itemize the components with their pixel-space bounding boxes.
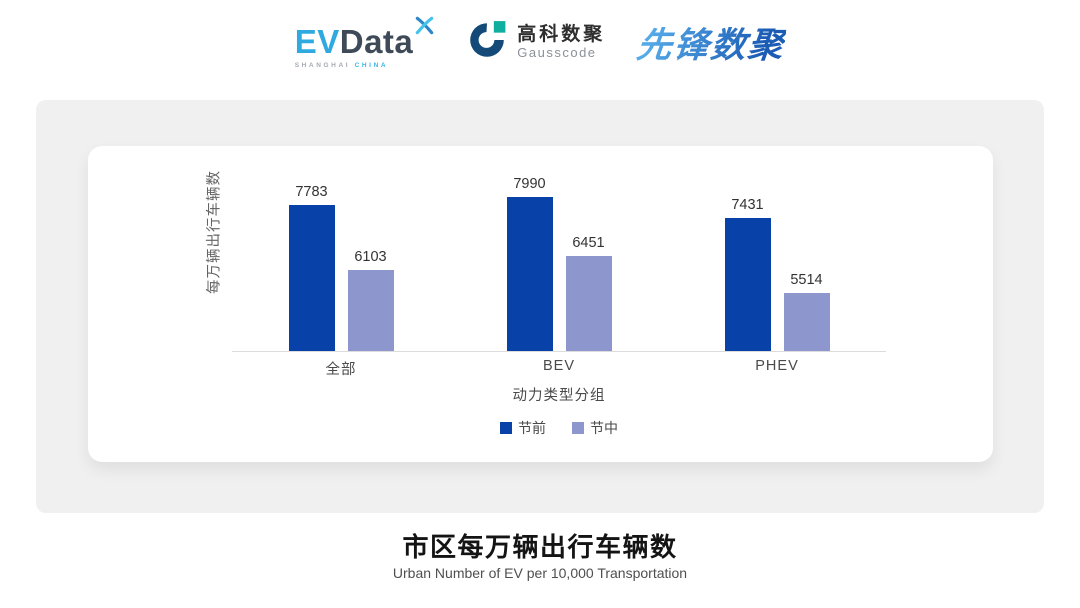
gausscode-cn-text: 高科数聚 bbox=[517, 24, 606, 46]
bar-value-label: 6103 bbox=[354, 249, 387, 265]
legend: 节前 节中 bbox=[232, 418, 886, 438]
evdata-china-text: CHINA bbox=[354, 62, 389, 69]
gausscode-logo: 高科数聚 Gausscode bbox=[466, 19, 605, 66]
bar-value-label: 7990 bbox=[513, 176, 546, 192]
legend-swatch bbox=[500, 422, 512, 434]
legend-swatch bbox=[572, 422, 584, 434]
gausscode-text: 高科数聚 Gausscode bbox=[517, 24, 605, 61]
plot-area: 7783 6103 全部 7990 6451 BEV 7431 5514 PHEV bbox=[232, 146, 886, 378]
bar-BEV-节前 bbox=[506, 197, 553, 351]
evdata-shanghai-text: SHANGHAI bbox=[294, 62, 351, 69]
chart-card: 每万辆出行车辆数 7783 6103 全部 7990 6451 BEV 7431 5514 PH… bbox=[88, 146, 993, 462]
legend-label: 节前 bbox=[518, 420, 546, 436]
bar-value-label: 6451 bbox=[572, 235, 605, 251]
evdata-x-icon bbox=[415, 16, 434, 40]
category-label-PHEV: PHEV bbox=[755, 358, 799, 374]
category-label-BEV: BEV bbox=[542, 358, 576, 374]
y-axis-label: 每万辆出行车辆数 bbox=[206, 170, 223, 294]
bar-PHEV-节中 bbox=[783, 293, 830, 351]
pioneer-logo: 先锋数聚 bbox=[635, 17, 788, 68]
legend-item-节前: 节前 bbox=[500, 418, 546, 438]
legend-label: 节中 bbox=[590, 420, 618, 436]
bar-value-label: 5514 bbox=[790, 272, 823, 288]
bar-全部-节中 bbox=[347, 270, 394, 351]
evdata-logo: EV Data SHANGHAI CHINA bbox=[295, 16, 435, 69]
category-label-全部: 全部 bbox=[325, 362, 357, 378]
bar-value-label: 7431 bbox=[731, 197, 764, 213]
x-axis-line bbox=[232, 351, 886, 352]
x-axis-label: 动力类型分组 bbox=[512, 388, 606, 404]
evdata-ev-text: EV bbox=[294, 23, 340, 60]
evdata-data-text: Data bbox=[339, 23, 414, 60]
gausscode-en-text: Gausscode bbox=[517, 44, 597, 60]
chart-title: 市区每万辆出行车辆数 bbox=[402, 532, 678, 562]
chart-panel: 每万辆出行车辆数 7783 6103 全部 7990 6451 BEV 7431 5514 PH… bbox=[36, 100, 1044, 513]
chart-subtitle: Urban Number of EV per 10,000 Transporta… bbox=[392, 565, 688, 581]
evdata-wordmark: EV Data bbox=[295, 16, 435, 58]
bar-value-label: 7783 bbox=[295, 184, 328, 200]
bar-BEV-节中 bbox=[565, 256, 612, 351]
gausscode-g-icon bbox=[466, 19, 508, 66]
logo-header: EV Data SHANGHAI CHINA bbox=[0, 16, 1080, 69]
bar-PHEV-节前 bbox=[724, 218, 771, 351]
evdata-sub-caption: SHANGHAI CHINA bbox=[295, 62, 435, 69]
bar-全部-节前 bbox=[288, 205, 335, 351]
legend-item-节中: 节中 bbox=[572, 418, 618, 438]
